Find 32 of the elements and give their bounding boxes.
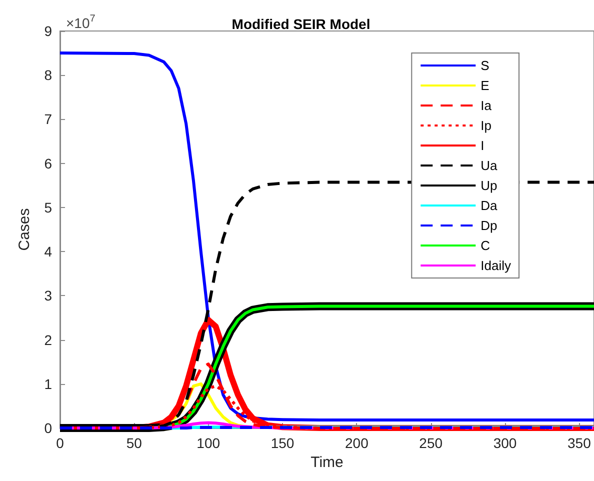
legend-label: Ua	[480, 158, 498, 173]
legend-label: C	[480, 238, 490, 253]
legend-label: S	[480, 58, 490, 73]
y-axis-title: Cases	[16, 208, 33, 251]
y-tick-label: 2	[44, 332, 52, 348]
legend-label: Ip	[480, 118, 492, 133]
legend-label: Up	[480, 178, 498, 193]
x-tick-label: 50	[126, 435, 142, 451]
x-tick-label: 100	[196, 435, 220, 451]
y-tick-label: 9	[44, 23, 52, 39]
legend-label: Dp	[480, 218, 498, 233]
x-tick-label: 300	[493, 435, 517, 451]
y-tick-label: 0	[44, 420, 52, 436]
y-tick-label: 7	[44, 111, 52, 128]
x-tick-label: 250	[419, 435, 443, 451]
x-tick-label: 0	[56, 435, 64, 451]
legend-label: E	[480, 78, 490, 93]
legend-label: Ia	[480, 98, 492, 113]
legend-label: Da	[480, 198, 498, 213]
x-axis-title: Time	[310, 454, 344, 471]
legend-label: Idaily	[480, 258, 512, 273]
x-tick-label: 150	[270, 435, 294, 451]
x-tick-label: 350	[567, 435, 592, 451]
y-tick-label: 1	[44, 376, 52, 392]
y-tick-label: 5	[44, 199, 52, 216]
x-tick-label: 200	[344, 435, 369, 451]
y-tick-label: 4	[44, 244, 52, 260]
legend-label: I	[480, 138, 484, 153]
y-tick-label: 6	[44, 155, 52, 172]
chart-title: Modified SEIR Model	[232, 16, 370, 32]
y-tick-label: 3	[44, 288, 52, 304]
y-tick-label: 8	[44, 67, 52, 84]
